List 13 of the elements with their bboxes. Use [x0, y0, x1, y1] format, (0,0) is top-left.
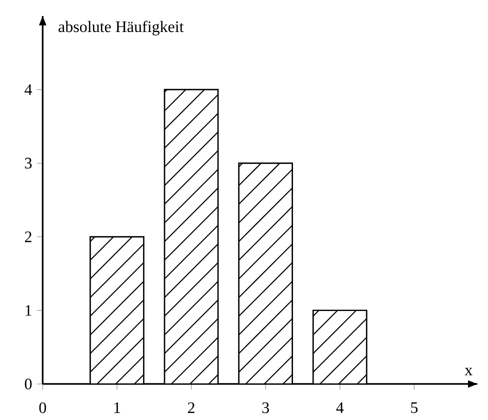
x-axis-title: x — [464, 368, 472, 376]
x-tick-label: 2 — [188, 402, 194, 413]
x-tick-label: 4 — [336, 402, 344, 413]
x-tick-label: 0 — [39, 402, 46, 414]
y-axis-title: absolute Häufigkeit — [58, 20, 184, 36]
x-tick-label: 3 — [262, 402, 269, 414]
y-tick-label: 2 — [24, 231, 32, 242]
y-tick-label: 0 — [24, 378, 32, 390]
y-tick-label: 1 — [26, 305, 32, 316]
x-tick-label: 5 — [411, 402, 418, 414]
x-tick-label: 1 — [114, 402, 120, 413]
y-tick-label: 3 — [25, 158, 32, 169]
y-tick-label: 4 — [24, 84, 32, 95]
